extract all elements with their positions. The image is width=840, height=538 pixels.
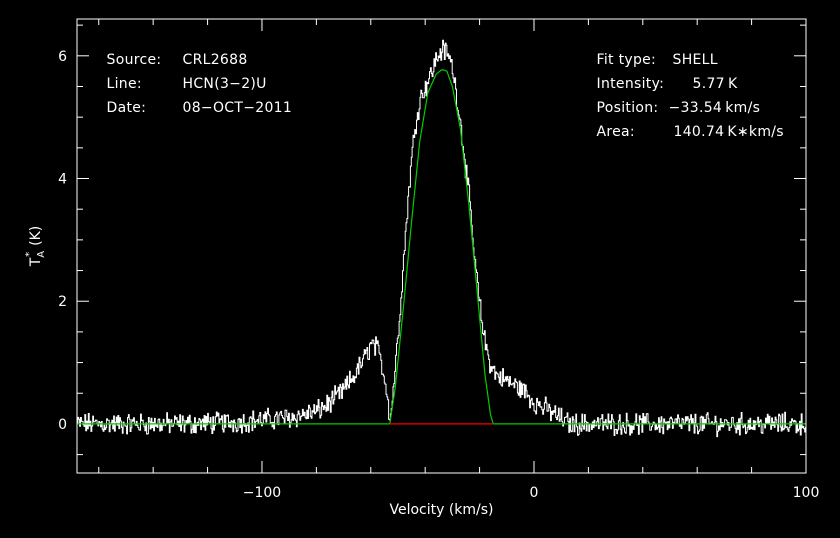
area-label: Area: (596, 124, 635, 140)
y-tick-label: 0 (58, 417, 67, 433)
position-value: −33.54 km/s (668, 100, 761, 116)
line-row: Line: HCN(3−2)U (97, 60, 267, 92)
tick-group (77, 19, 807, 473)
y-tick-label: 6 (58, 49, 67, 65)
area-value: 140.74 K∗km/s (673, 124, 784, 140)
x-tick-label: 0 (530, 485, 539, 501)
fit-curve-line (77, 69, 806, 425)
plot-frame (76, 18, 807, 474)
area-row: Area: 140.74 K∗km/s (587, 108, 784, 140)
line-value: HCN(3−2)U (182, 76, 267, 92)
tick-label-group: −100 0 100 0 2 4 6 (58, 49, 819, 501)
y-tick-label: 4 (58, 172, 67, 188)
intensity-value: 5.77 K (692, 76, 738, 92)
y-tick-label: 2 (58, 294, 67, 310)
x-tick-label: −100 (243, 485, 281, 501)
intensity-row: Intensity: 5.77 K (587, 60, 738, 92)
position-label: Position: (596, 100, 659, 116)
svg-text:TA*(K): TA* (K) (24, 226, 47, 268)
source-row: Source: CRL2688 (97, 36, 248, 68)
fit-type-value: SHELL (672, 52, 718, 68)
x-axis-label: Velocity (km/s) (389, 502, 493, 518)
y-axis-label-sup: * (24, 252, 35, 257)
intensity-label: Intensity: (596, 76, 665, 92)
line-label: Line: (106, 76, 142, 92)
source-label: Source: (106, 52, 162, 68)
y-axis-label: TA* (K) (24, 226, 47, 268)
date-label: Date: (106, 100, 147, 116)
fit-type-label: Fit type: (596, 52, 657, 68)
date-value: 08−OCT−2011 (182, 100, 293, 116)
series-layer (77, 39, 806, 438)
source-value: CRL2688 (182, 52, 248, 68)
position-row: Position: −33.54 km/s (587, 84, 760, 116)
x-tick-label: 100 (793, 485, 820, 501)
y-axis-label-sub: A (36, 251, 47, 258)
y-axis-label-unit: (K) (28, 226, 44, 246)
date-row: Date: 08−OCT−2011 (97, 84, 292, 116)
y-axis-label-main: T (28, 257, 44, 267)
fit-type-row: Fit type: SHELL (587, 36, 718, 68)
